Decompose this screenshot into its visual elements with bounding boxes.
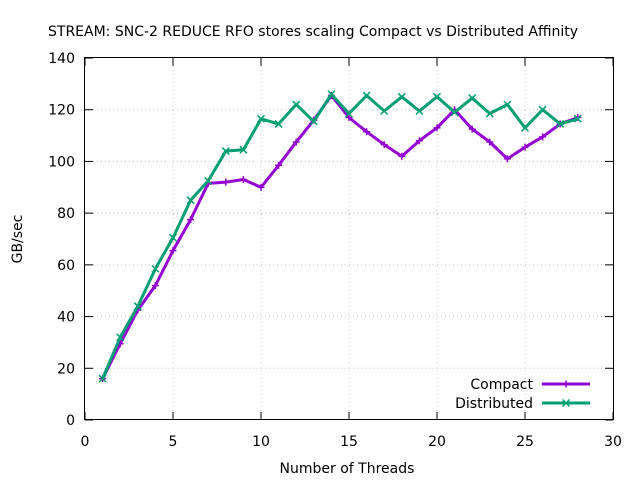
data-point-distributed xyxy=(204,176,213,185)
data-point-distributed xyxy=(168,233,178,242)
data-point-distributed xyxy=(503,100,512,109)
data-point-distributed xyxy=(256,114,266,123)
data-point-distributed xyxy=(274,119,283,128)
data-point-distributed xyxy=(520,123,530,132)
data-point-distributed xyxy=(573,114,582,123)
data-point-compact xyxy=(433,124,441,132)
data-point-distributed xyxy=(362,91,371,100)
data-point-compact xyxy=(380,141,388,149)
y-tick-label: 20 xyxy=(57,361,75,377)
data-point-distributed xyxy=(292,100,301,109)
x-axis-label: Number of Threads xyxy=(280,461,415,477)
data-point-distributed xyxy=(239,145,248,154)
x-tick-label: 5 xyxy=(169,434,178,450)
data-point-distributed xyxy=(116,333,125,342)
y-axis-label: GB/sec xyxy=(10,215,26,264)
legend-label-distributed: Distributed xyxy=(455,396,533,412)
data-point-distributed xyxy=(450,108,459,117)
data-point-compact xyxy=(345,113,353,121)
chart-title: STREAM: SNC-2 REDUCE RFO stores scaling … xyxy=(48,24,578,40)
series-line-distributed xyxy=(101,92,579,380)
grid-lines xyxy=(85,58,613,420)
data-point-distributed xyxy=(186,196,195,205)
y-tick-label: 40 xyxy=(57,310,75,326)
data-point-compact xyxy=(169,247,177,255)
data-point-distributed xyxy=(415,106,424,116)
series-line-compact xyxy=(101,94,579,380)
data-point-compact xyxy=(151,282,159,290)
legend: Compact Distributed xyxy=(455,377,590,412)
data-point-distributed xyxy=(538,105,547,114)
data-point-distributed xyxy=(397,92,406,101)
y-tick-label: 120 xyxy=(48,103,75,119)
data-point-distributed xyxy=(556,119,565,128)
y-tick-label: 100 xyxy=(48,154,75,170)
data-point-compact xyxy=(521,143,529,151)
x-tick-label: 10 xyxy=(252,434,270,450)
x-tick-label: 25 xyxy=(516,434,534,450)
data-point-compact xyxy=(363,128,371,136)
data-point-distributed xyxy=(344,109,354,118)
x-tick-label: 15 xyxy=(340,434,358,450)
data-point-distributed xyxy=(327,90,336,99)
data-point-distributed xyxy=(151,264,160,273)
data-point-compact xyxy=(292,138,300,146)
data-point-compact xyxy=(222,178,230,186)
data-point-distributed xyxy=(221,147,230,156)
legend-marker-distributed xyxy=(561,398,571,408)
data-point-distributed xyxy=(432,92,442,101)
y-tick-label: 80 xyxy=(57,206,75,222)
axis-ticks: 0 20 40 60 80 100 120 140 0 5 10 15 20 25 30 xyxy=(48,51,622,450)
data-point-distributed xyxy=(468,94,477,103)
data-point-compact xyxy=(415,137,423,145)
data-point-distributed xyxy=(309,117,318,126)
data-point-compact xyxy=(539,133,547,141)
y-tick-label: 140 xyxy=(48,51,75,67)
data-point-distributed xyxy=(380,106,389,116)
data-point-distributed xyxy=(133,302,142,311)
legend-label-compact: Compact xyxy=(470,377,533,393)
data-point-distributed xyxy=(98,374,107,383)
data-point-compact xyxy=(468,125,476,133)
data-point-distributed xyxy=(485,109,494,118)
x-tick-label: 30 xyxy=(604,434,622,450)
data-point-compact xyxy=(239,176,247,184)
y-tick-label: 60 xyxy=(57,258,75,274)
y-tick-label: 0 xyxy=(66,413,75,429)
data-point-compact xyxy=(503,155,511,163)
data-point-compact xyxy=(275,161,283,169)
x-tick-label: 0 xyxy=(81,434,90,450)
x-tick-label: 20 xyxy=(428,434,446,450)
data-point-compact xyxy=(486,138,494,146)
plot-area xyxy=(98,90,582,383)
data-point-compact xyxy=(187,216,195,224)
data-point-compact xyxy=(257,183,265,191)
data-point-compact xyxy=(398,152,406,160)
legend-marker-compact xyxy=(562,380,570,388)
